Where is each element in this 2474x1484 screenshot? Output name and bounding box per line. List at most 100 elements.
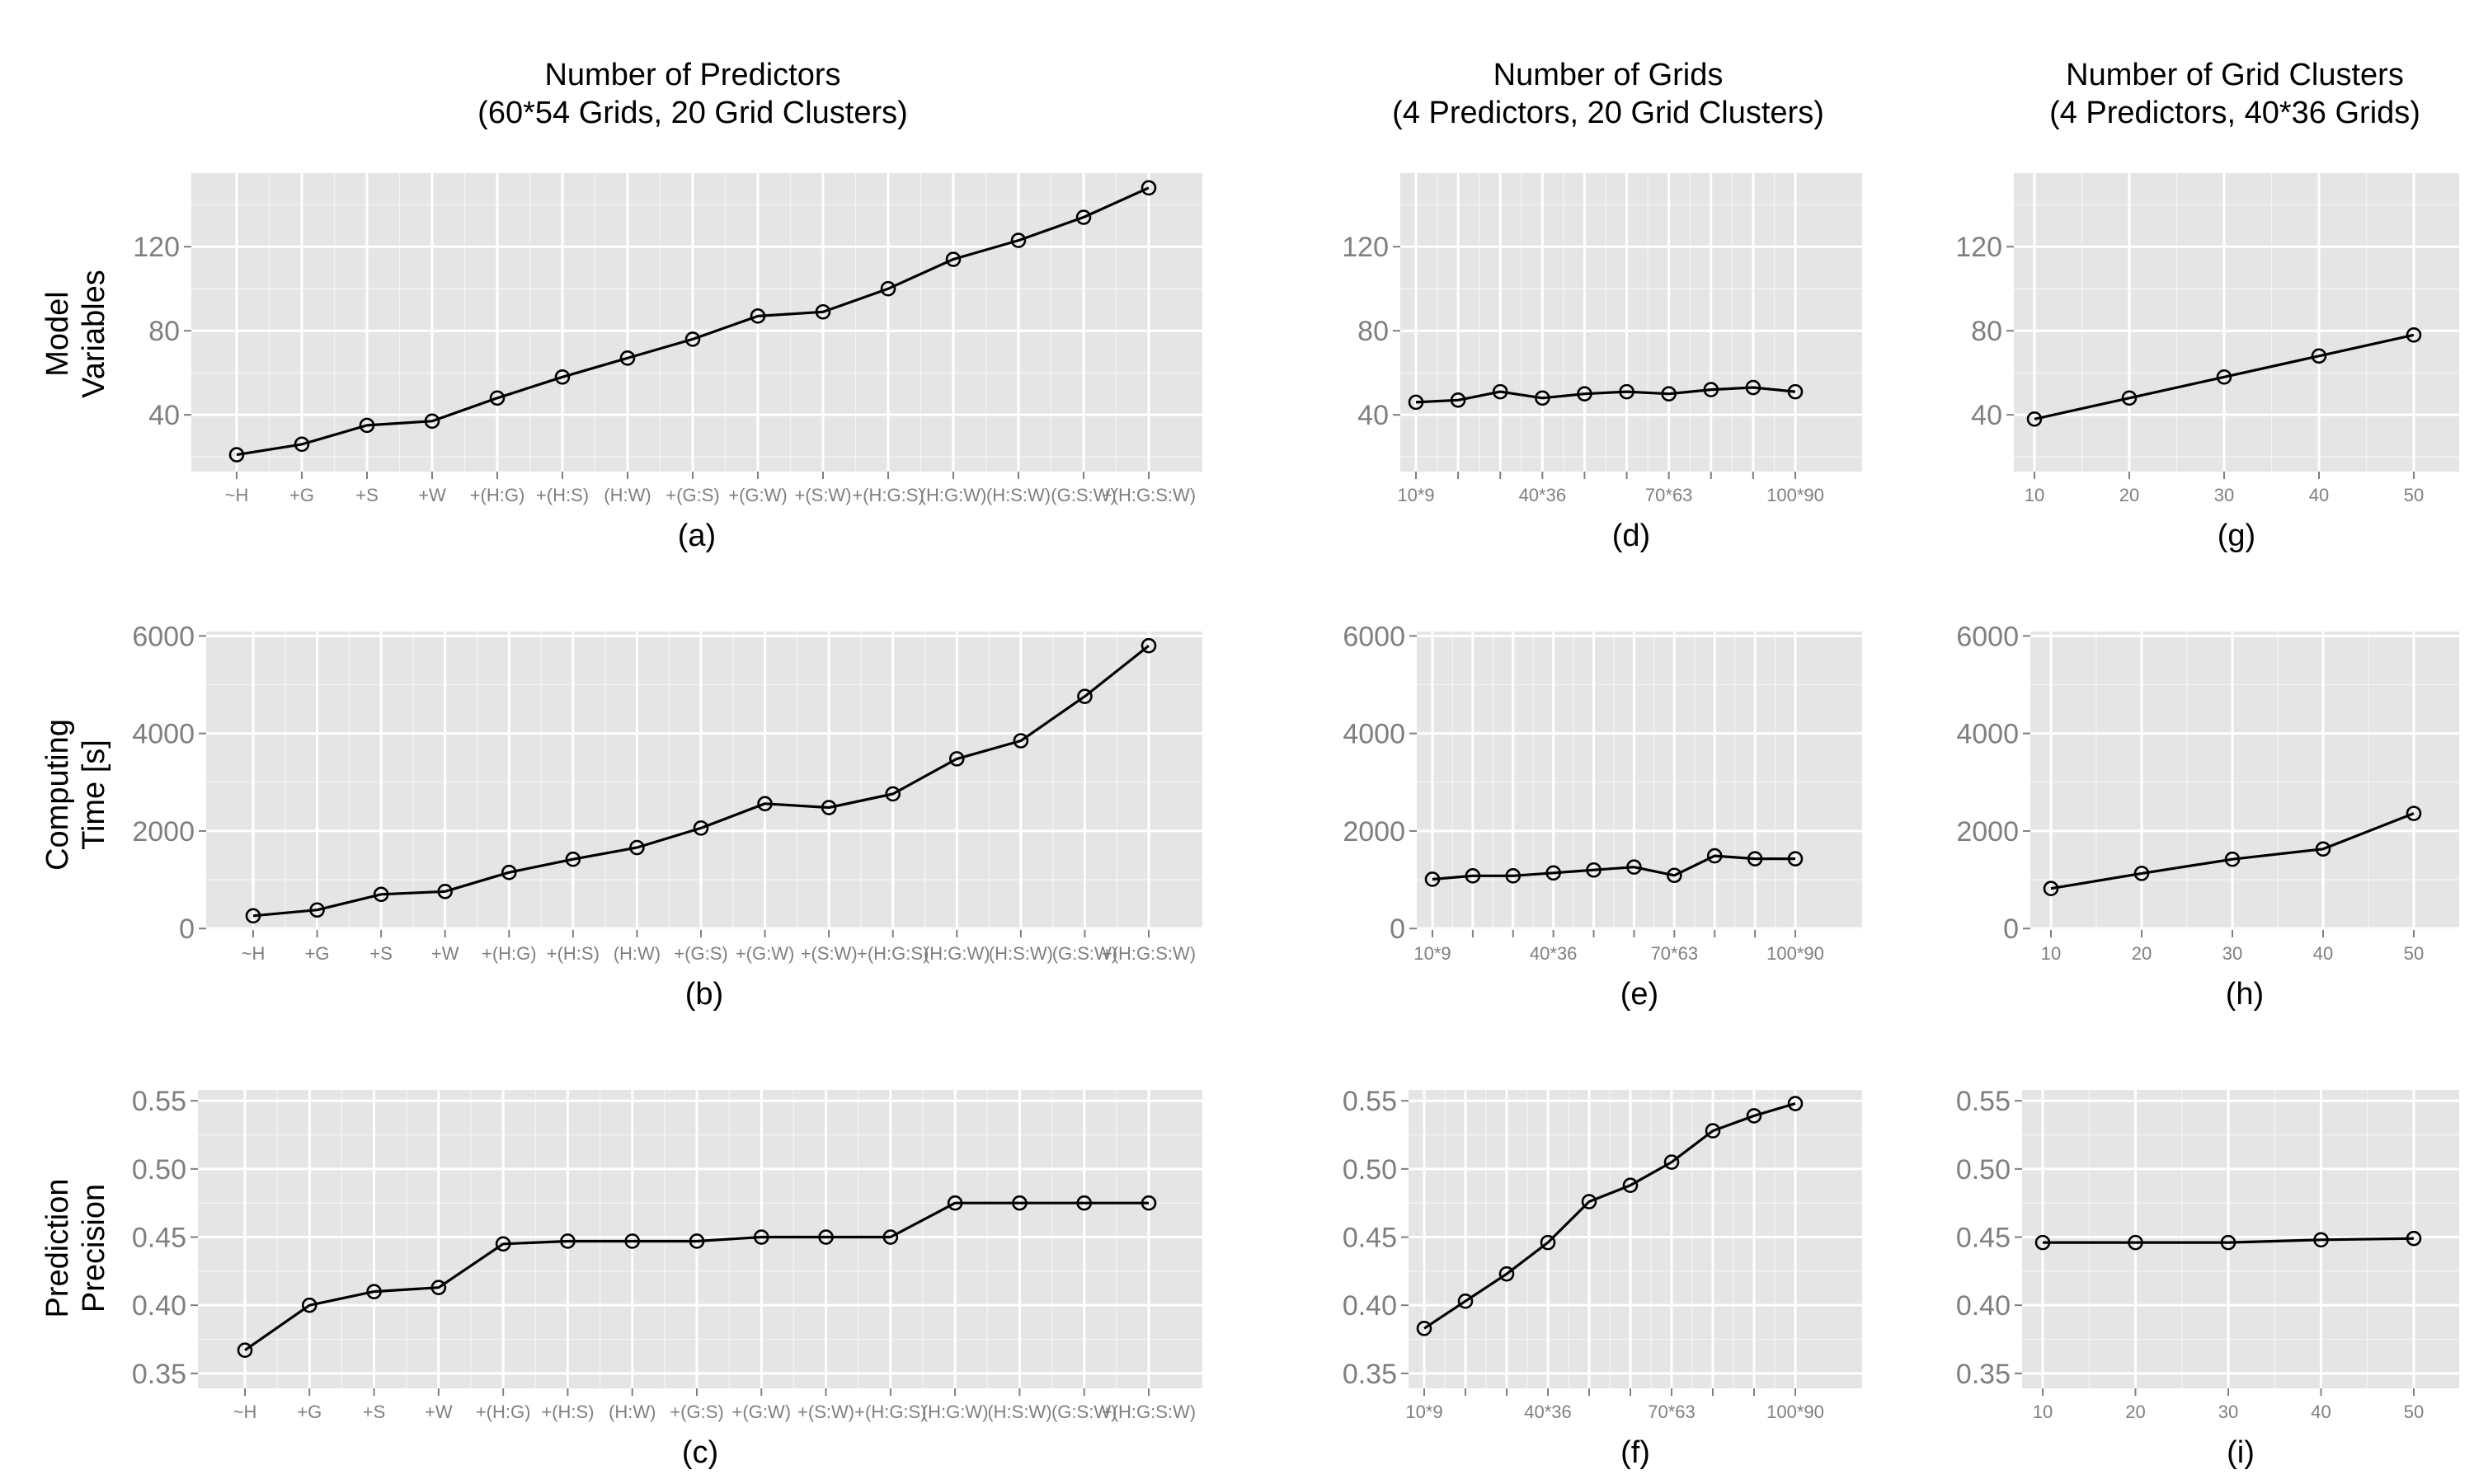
x-tick-label: ~H <box>233 1402 257 1422</box>
y-tick-label: 0.45 <box>1956 1223 2011 1254</box>
data-point <box>2133 866 2150 881</box>
x-tick-label: 10 <box>2033 1402 2053 1422</box>
data-point <box>1535 390 1550 406</box>
data-point <box>294 436 310 453</box>
column-title-grid-clusters: Number of Grid Clusters (4 Predictors, 4… <box>1996 56 2474 132</box>
data-point <box>1581 1194 1597 1209</box>
data-point <box>245 908 261 924</box>
data-point <box>1619 383 1634 400</box>
data-point <box>619 350 636 366</box>
x-tick-label: 40*36 <box>1519 485 1567 505</box>
data-point <box>882 1229 899 1245</box>
data-point <box>1141 180 1157 196</box>
data-point <box>2406 326 2422 343</box>
data-point <box>1663 1154 1680 1170</box>
x-tick-label: (H:W) <box>604 485 651 505</box>
data-point <box>753 1229 769 1245</box>
series-line <box>2043 1237 2415 1244</box>
data-point <box>624 1233 641 1249</box>
x-tick-label: 70*63 <box>1648 1402 1696 1422</box>
x-tick-label: +(H:G:S) <box>852 485 924 505</box>
data-point <box>1505 868 1522 884</box>
y-tick-label: 40 <box>1357 400 1389 431</box>
y-tick-label: 4000 <box>132 719 195 750</box>
x-tick-label: (G:S:W) <box>1051 485 1116 505</box>
y-tick-label: 0.35 <box>1956 1359 2011 1390</box>
data-point <box>1586 862 1602 878</box>
data-point <box>1076 1195 1093 1211</box>
x-tick-label: (H:S:W) <box>986 485 1051 505</box>
x-tick-label: +(H:G) <box>476 1402 531 1422</box>
data-point <box>2220 1234 2236 1251</box>
x-tick-label: +(G:W) <box>732 1402 792 1422</box>
panel-d: 40 80 120 10*9 40*36 70*63 100*90 (d) <box>1342 173 1862 553</box>
y-tick-label: 0 <box>1390 913 1405 945</box>
x-tick-label: +(H:G:S:W) <box>1102 485 1196 505</box>
x-tick-label: 40 <box>2309 485 2329 505</box>
y-tick-label: 0.55 <box>132 1086 186 1117</box>
x-tick-label: +(S:W) <box>794 485 851 505</box>
x-tick-label: +(H:S) <box>547 943 600 964</box>
data-point <box>1013 733 1029 749</box>
y-tick-label: 0.45 <box>1343 1223 1397 1254</box>
y-tick-label: 0.50 <box>1343 1154 1397 1186</box>
panel-b: 0 2000 4000 6000 ~H +G +S +W +(H:G) +(H:S) (H:W) +(… <box>132 621 1202 1012</box>
data-point <box>885 786 901 802</box>
x-tick-label: +(S:W) <box>797 1402 854 1422</box>
data-point <box>1424 871 1441 887</box>
panel-label: (a) <box>678 519 716 553</box>
x-tick-label: (H:S:W) <box>987 1402 1051 1422</box>
panel-g: 40 80 120 10 20 30 40 50 (g) <box>1955 173 2459 553</box>
panel-e: 0 2000 4000 6000 10*9 40*36 70*63 100*90 (e) <box>1343 621 1862 1012</box>
data-point <box>1626 859 1642 875</box>
column-title-line2: (4 Predictors, 40*36 Grids) <box>2049 96 2420 130</box>
x-tick-label: 40 <box>2313 943 2333 964</box>
y-tick-label: 80 <box>1357 316 1389 347</box>
y-tick-label: 40 <box>148 400 180 431</box>
data-point <box>1498 1266 1515 1282</box>
data-point <box>2034 1234 2051 1251</box>
x-tick-label: 50 <box>2404 1402 2424 1422</box>
panel-label: (c) <box>682 1435 718 1470</box>
x-tick-label: 10*9 <box>1405 1402 1442 1422</box>
y-tick-label: 0 <box>2003 913 2019 945</box>
y-tick-label: 120 <box>1955 232 2002 263</box>
x-tick-label: (G:S:W) <box>1051 1402 1117 1422</box>
x-tick-label: +(H:G) <box>482 943 537 964</box>
x-tick-label: +(G:S) <box>666 485 719 505</box>
data-point <box>1457 1293 1474 1309</box>
series-line <box>252 644 1150 918</box>
data-point <box>2406 805 2422 821</box>
data-point <box>1787 851 1804 866</box>
data-point <box>424 413 440 430</box>
x-tick-label: +(G:W) <box>728 485 788 505</box>
data-point <box>821 800 837 815</box>
y-tick-label: 0.40 <box>1956 1290 2011 1322</box>
y-tick-label: 2000 <box>132 816 195 848</box>
data-point <box>684 331 701 347</box>
x-tick-label: 30 <box>2222 943 2242 964</box>
x-tick-label: +(H:G:S) <box>857 943 929 964</box>
y-tick-label: 6000 <box>132 621 195 652</box>
y-tick-label: 4000 <box>1956 719 2019 750</box>
panel-label: (h) <box>2226 977 2264 1012</box>
data-point <box>1450 392 1466 408</box>
data-point <box>2128 1234 2143 1251</box>
column-title-line1: Number of Predictors <box>544 58 841 92</box>
data-point <box>1622 1177 1639 1194</box>
data-point <box>495 1236 511 1252</box>
series-line <box>2034 333 2415 420</box>
x-tick-label: (H:G:W) <box>924 943 990 964</box>
panel-a: 40 80 120 ~H +G +S +W +(H:G) +(H:S) (H:W) +(G:S) +(… <box>133 173 1202 553</box>
data-point <box>1787 1096 1804 1111</box>
y-tick-label: 0 <box>179 913 195 945</box>
data-point <box>2121 390 2138 406</box>
x-tick-label: +W <box>431 943 459 964</box>
panel-background <box>2014 173 2459 472</box>
data-point <box>366 1284 382 1299</box>
panel-label: (i) <box>2227 1435 2255 1470</box>
data-point <box>757 796 773 812</box>
data-point <box>301 1297 317 1313</box>
data-point <box>1705 1123 1721 1139</box>
